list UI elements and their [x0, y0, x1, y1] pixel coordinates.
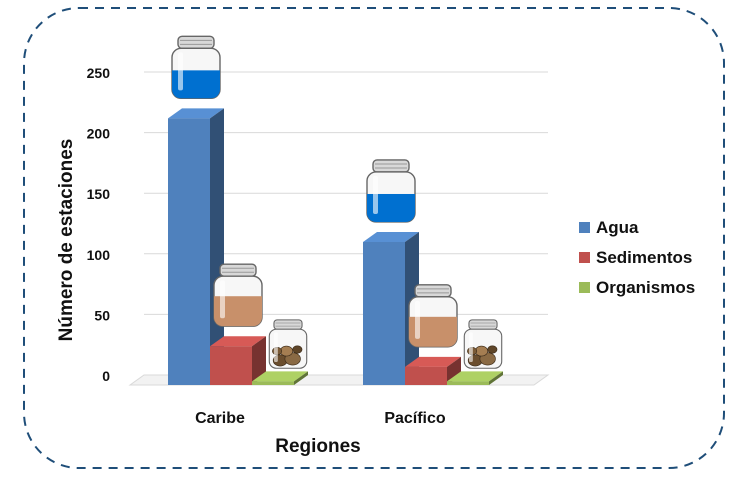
legend-swatch [579, 282, 590, 293]
legend-label: Agua [596, 218, 639, 237]
x-axis-title: Regiones [275, 436, 361, 457]
bar-front-face [447, 381, 489, 385]
bar-sedimentos-pacífico [405, 356, 461, 385]
bar-side-face [489, 371, 503, 385]
y-tick-label: 0 [102, 368, 110, 384]
legend: Agua Sedimentos Organismos [579, 218, 695, 297]
bar-agua-pacífico [363, 231, 419, 385]
sediment-jar-icon [213, 263, 263, 327]
organism-jar-icon [268, 319, 308, 369]
bar-front-face [252, 381, 294, 385]
sediment-jar-icon [408, 284, 458, 348]
y-axis-title: Número de estaciones [56, 139, 77, 342]
y-tick-label: 50 [94, 307, 110, 323]
bar-front-face [210, 346, 252, 385]
bar-front-face [363, 241, 405, 385]
bar-top-face [210, 336, 266, 347]
y-tick-label: 250 [87, 65, 111, 81]
bar-side-face [252, 336, 266, 385]
legend-entry: Organismos [579, 278, 695, 297]
y-tick-label: 100 [87, 247, 111, 263]
bar-organismos-caribe [252, 371, 308, 385]
bar-top-face [447, 371, 503, 382]
legend-swatch [579, 222, 590, 233]
x-axis-categories: Caribe Pacífico [195, 410, 446, 427]
x-tick-label: Pacífico [384, 410, 446, 427]
bar-top-face [363, 231, 419, 242]
legend-swatch [579, 252, 590, 263]
y-tick-label: 150 [87, 186, 111, 202]
bar-top-face [252, 371, 308, 382]
y-tick-label: 200 [87, 126, 111, 142]
bar-side-face [447, 356, 461, 385]
bar-front-face [168, 118, 210, 386]
y-axis-ticks: 0 50 100 150 200 250 [87, 65, 111, 384]
legend-label: Sedimentos [596, 248, 692, 267]
x-tick-label: Caribe [195, 410, 245, 427]
organism-jar-icon [463, 319, 503, 369]
legend-entry: Sedimentos [579, 248, 692, 267]
legend-entry: Agua [579, 218, 639, 237]
bar-sedimentos-caribe [210, 336, 266, 385]
bar-top-face [168, 108, 224, 119]
bar-side-face [294, 371, 308, 385]
bar-organismos-pacífico [447, 371, 503, 385]
chart-frame [23, 7, 725, 469]
water-jar-icon [366, 159, 416, 223]
bar-front-face [405, 366, 447, 385]
legend-label: Organismos [596, 278, 695, 297]
jar-illustrations [171, 35, 503, 369]
water-jar-icon [171, 35, 221, 100]
bar-top-face [405, 356, 461, 367]
